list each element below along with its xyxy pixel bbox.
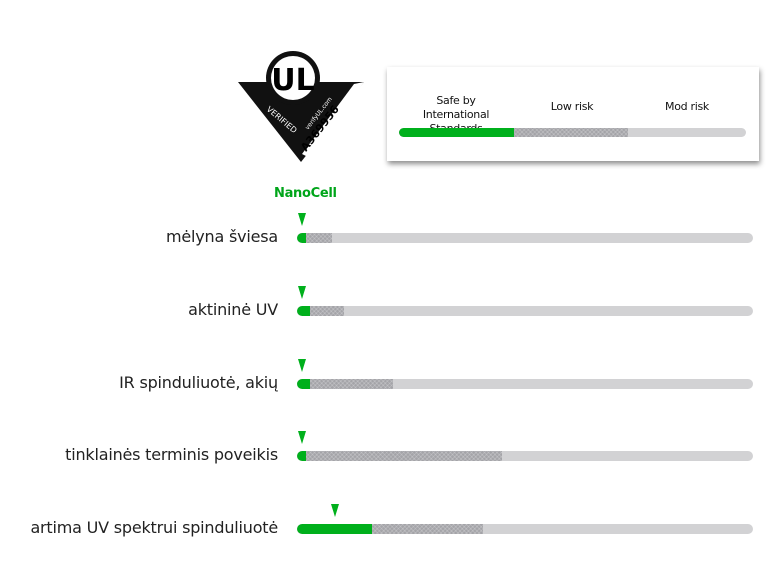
- legend-low-segment: [399, 128, 629, 137]
- row-label: aktininė UV: [188, 300, 278, 319]
- legend-bar: [399, 128, 746, 137]
- safe-segment: [297, 233, 307, 243]
- row-label: mėlyna šviesa: [165, 227, 278, 246]
- row-label: tinklainės terminis poveikis: [65, 445, 278, 464]
- risk-bar: [297, 524, 753, 534]
- risk-legend: Safe by International Standards Low risk…: [387, 67, 759, 161]
- svg-text:UL: UL: [271, 63, 314, 98]
- risk-bar: [297, 379, 753, 389]
- safe-segment: [297, 379, 310, 389]
- nanocell-marker: [297, 286, 306, 299]
- nanocell-marker: [297, 359, 306, 372]
- risk-bar: [297, 451, 753, 461]
- low-risk-segment: [297, 233, 333, 243]
- legend-mod: Mod risk: [665, 100, 709, 113]
- nanocell-marker: [297, 431, 306, 444]
- low-risk-segment: [297, 451, 503, 461]
- risk-bar: [297, 306, 753, 316]
- safe-segment: [297, 306, 310, 316]
- safe-segment: [297, 451, 307, 461]
- low-risk-segment: [297, 379, 393, 389]
- row-label: IR spinduliuotė, akių: [119, 373, 278, 392]
- risk-bar: [297, 233, 753, 243]
- nanocell-marker: [330, 504, 339, 517]
- row-label: artima UV spektrui spinduliuotė: [30, 518, 278, 537]
- low-risk-segment: [297, 524, 484, 534]
- safe-segment: [297, 524, 372, 534]
- ul-verified-logo: UL VERIFIED A369956 verifyUL.com: [238, 51, 364, 162]
- legend-safe-segment: [399, 128, 514, 137]
- low-risk-segment: [297, 306, 344, 316]
- legend-low: Low risk: [550, 100, 594, 113]
- nanocell-marker: [297, 213, 306, 226]
- nanocell-label: NanoCell: [274, 186, 337, 201]
